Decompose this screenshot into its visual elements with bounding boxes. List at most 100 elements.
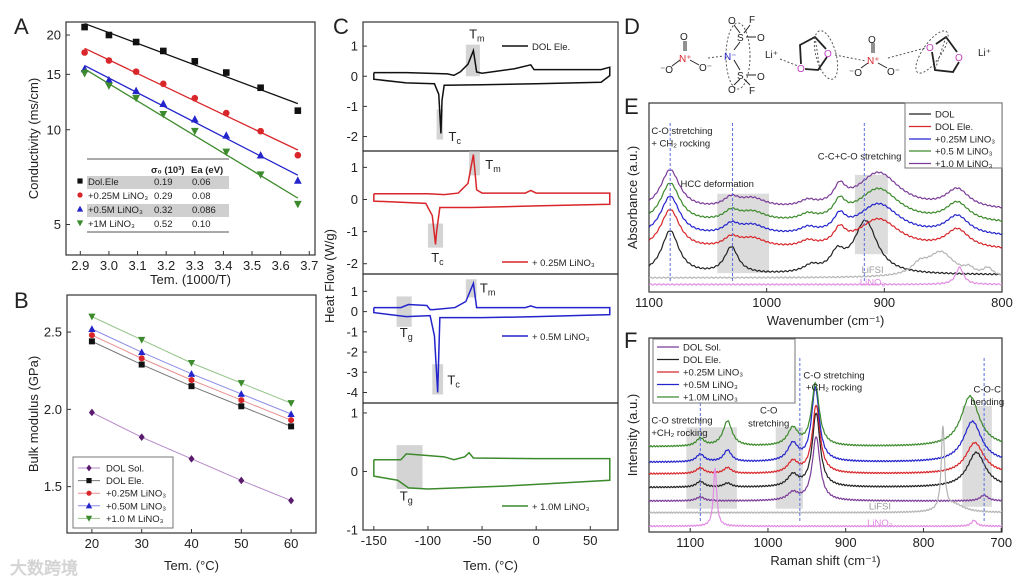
plot-frame bbox=[65, 21, 316, 256]
legend-item: +0.5M LiNO₃ bbox=[657, 380, 738, 391]
y-tick-label: 15 bbox=[47, 67, 61, 82]
plot-area bbox=[88, 313, 295, 505]
data-point-square bbox=[257, 84, 264, 92]
legend-item: + 0.25M LiNO₃ bbox=[502, 258, 595, 269]
data-point-triangle-down bbox=[80, 70, 89, 78]
data-point-triangle-down bbox=[222, 148, 231, 157]
y-axis-label: Bulk modulus (GPa) bbox=[26, 356, 41, 472]
highlight-region bbox=[775, 427, 803, 509]
data-point-triangle-down bbox=[159, 110, 168, 119]
x-tick-label: 3.2 bbox=[157, 258, 175, 273]
atom-o: O bbox=[955, 53, 963, 64]
data-point-circle bbox=[86, 490, 92, 496]
legend-item: +0.25M LiNO₃ bbox=[657, 368, 743, 379]
series-4 bbox=[88, 313, 295, 407]
panel-letter-b: B bbox=[14, 288, 29, 313]
y-tick-label: 1 bbox=[351, 284, 358, 299]
legend-item: + 1.0M LiNO₃ bbox=[502, 502, 590, 513]
y-axis-label: Conductivity (ms/cm) bbox=[26, 78, 41, 199]
x-tick-label: 2.9 bbox=[71, 258, 89, 273]
x-tick-label: 50 bbox=[234, 536, 248, 551]
raman-chart: 1100 1000 900 800 700 Raman shift (cm⁻¹) Inten… bbox=[625, 337, 1012, 568]
y-tick-label: -2 bbox=[346, 345, 358, 360]
fsi-anion: N⁻ S S O F O O O F bbox=[724, 15, 765, 97]
atom-o: O bbox=[824, 49, 832, 60]
row-shading bbox=[87, 176, 229, 189]
data-point-diamond bbox=[86, 464, 92, 472]
data-point-triangle-up bbox=[187, 370, 196, 377]
table-cell-label: +0.25M LiNO₃ bbox=[88, 191, 148, 202]
x-tick-label: 3.1 bbox=[129, 258, 147, 273]
transition-subscript: g bbox=[408, 332, 413, 342]
y-tick-label: 1 bbox=[351, 405, 358, 420]
legend-label: + 0.25M LiNO₃ bbox=[532, 258, 595, 269]
legend-item: DOL Ele. bbox=[657, 355, 721, 366]
spectrum-0 bbox=[649, 436, 1002, 503]
data-point-diamond bbox=[138, 433, 145, 441]
dol-molecule-2: O O bbox=[915, 30, 963, 74]
series-line bbox=[91, 316, 292, 404]
legend-label: DOL Sol. bbox=[683, 343, 721, 354]
series-2 bbox=[80, 64, 302, 184]
dsc-curve bbox=[373, 451, 611, 490]
x-tick-label: 30 bbox=[134, 536, 148, 551]
data-point-square bbox=[88, 338, 95, 345]
x-tick-label: 800 bbox=[991, 295, 1013, 310]
data-point-square bbox=[188, 383, 195, 390]
transition-subscript: c bbox=[456, 136, 461, 146]
data-point-square bbox=[132, 38, 140, 46]
legend-label: +0.25M LiNO₃ bbox=[935, 135, 995, 146]
band-annotation: +CH₂ rocking bbox=[806, 382, 862, 393]
data-point-square bbox=[191, 58, 199, 65]
row-shading bbox=[87, 204, 229, 217]
data-point-square bbox=[138, 361, 145, 368]
data-point-triangle-up bbox=[237, 390, 245, 397]
spectrum-2 bbox=[649, 404, 1002, 475]
data-point-square bbox=[160, 47, 167, 55]
bulk-modulus-chart: 20 30 40 50 60 1.5 2.0 2.5 Tem. (°C) Bulk modulus… bbox=[26, 294, 317, 573]
x-tick-label: 1000 bbox=[754, 535, 783, 550]
atom-o-minus: ⁻O bbox=[849, 68, 862, 79]
highlight-region bbox=[465, 44, 480, 77]
plot-frame bbox=[648, 337, 1003, 533]
atom-s: S bbox=[737, 71, 744, 82]
plot-frame bbox=[648, 102, 1003, 293]
band-annotation: C-O stretching bbox=[651, 126, 712, 137]
x-axis-label: Wavenumber (cm⁻¹) bbox=[767, 313, 885, 328]
data-point-triangle-down bbox=[76, 220, 84, 227]
x-axis-label: Tem. (°C) bbox=[164, 558, 219, 573]
data-point-triangle-down bbox=[132, 94, 141, 103]
band-annotation: HCC deformation bbox=[681, 179, 754, 190]
table-cell-sigma0: 0.19 bbox=[154, 177, 173, 188]
legend-item: DOL Ele. bbox=[502, 42, 570, 53]
x-tick-label: 1000 bbox=[752, 295, 781, 310]
y-tick-label: -1 bbox=[346, 99, 358, 114]
fit-line bbox=[84, 68, 299, 199]
x-axis-label: Tem. (°C) bbox=[463, 558, 518, 573]
transition-subscript: c bbox=[439, 257, 444, 267]
x-axis-label: Tem. (1000/T) bbox=[150, 272, 231, 287]
data-point-triangle-down bbox=[88, 313, 96, 321]
data-point-circle bbox=[105, 57, 113, 64]
dsc-curve bbox=[373, 280, 611, 393]
highlight-region bbox=[396, 296, 412, 327]
series-3 bbox=[80, 68, 302, 209]
transition-subscript: m bbox=[488, 287, 496, 297]
highlight-region bbox=[686, 427, 737, 509]
data-point-triangle-down bbox=[237, 380, 245, 387]
atom-o: O bbox=[926, 43, 934, 54]
ftir-chart: 1100 1000 900 800 Wavenumber (cm⁻¹) Absorbanc… bbox=[625, 102, 1013, 328]
y-axis-label: Intensity (a.u.) bbox=[625, 394, 640, 476]
dsc-curve bbox=[373, 154, 611, 245]
data-point-circle bbox=[132, 68, 140, 75]
x-tick-label: 900 bbox=[873, 295, 895, 310]
x-tick-label: 20 bbox=[85, 536, 99, 551]
x-tick-label: 40 bbox=[184, 536, 198, 551]
transition-label: Tm bbox=[485, 157, 500, 174]
legend-label: DOL Ele. bbox=[532, 42, 570, 53]
atom-o-minus: O⁻ bbox=[699, 63, 712, 74]
y-tick-label: -2 bbox=[346, 256, 358, 271]
